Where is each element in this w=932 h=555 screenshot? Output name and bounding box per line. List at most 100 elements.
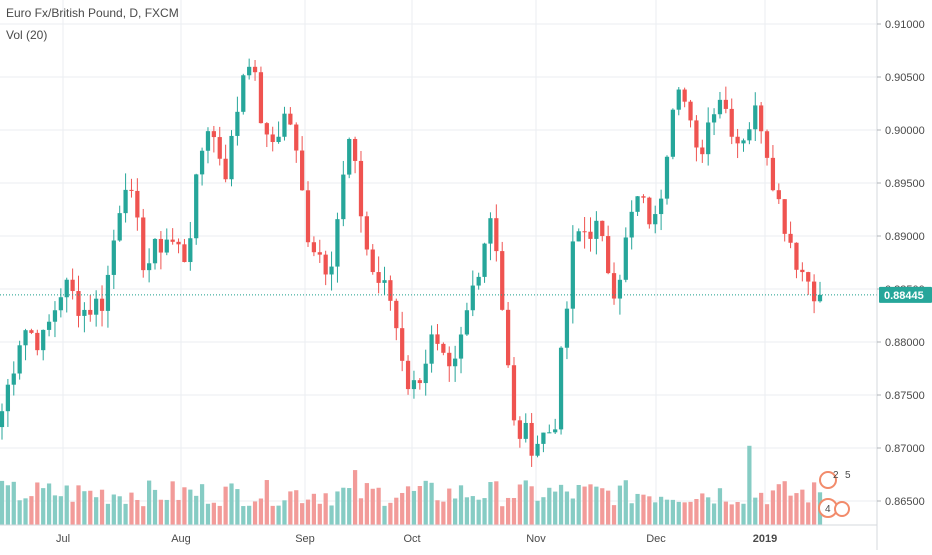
candle <box>711 108 717 136</box>
volume-bar <box>329 505 334 525</box>
candle-body <box>611 273 617 299</box>
candle <box>517 416 522 448</box>
candle-body <box>105 274 111 311</box>
candle <box>476 272 481 290</box>
candle <box>782 199 787 242</box>
candle-body <box>205 131 211 151</box>
candle <box>288 107 293 126</box>
candle <box>576 228 581 242</box>
candle <box>458 326 464 374</box>
candle-body <box>388 280 393 301</box>
candle-body <box>647 197 652 225</box>
candle <box>735 128 740 159</box>
volume-bar <box>323 493 328 525</box>
candle <box>588 217 593 252</box>
volume-bar <box>205 503 211 525</box>
candles <box>0 58 823 467</box>
candle-body <box>11 373 16 385</box>
candle <box>341 160 346 227</box>
candle-body <box>417 380 422 384</box>
candle <box>158 231 164 270</box>
volume-bar <box>635 493 640 525</box>
price-tag-label: 0.88445 <box>884 290 924 302</box>
volume-bar <box>441 501 446 525</box>
candle <box>5 378 11 427</box>
candle <box>511 357 517 426</box>
volume-bar <box>152 489 158 525</box>
volume-bar <box>676 501 681 525</box>
candle-body <box>217 137 222 159</box>
volume-bar <box>482 498 487 525</box>
candle <box>523 413 528 443</box>
candle <box>347 137 352 179</box>
volume-bar <box>29 496 34 525</box>
volume-bar <box>300 503 305 525</box>
volume-bar <box>400 492 405 525</box>
candle-body <box>70 279 75 292</box>
candle-body <box>729 108 734 137</box>
candle-body <box>199 150 205 175</box>
candle <box>282 106 287 141</box>
x-tick-label: Dec <box>646 533 666 545</box>
candle <box>647 196 652 229</box>
candle-body <box>241 75 246 112</box>
candle <box>717 91 723 119</box>
volume-bar <box>194 495 199 525</box>
volume-bar <box>647 496 652 525</box>
candle <box>76 275 81 328</box>
volume-bar <box>706 497 711 525</box>
candle <box>535 435 540 458</box>
candle <box>741 138 746 152</box>
candle <box>317 239 322 263</box>
volume-bar <box>423 480 428 525</box>
volume-bar <box>229 483 234 525</box>
candle <box>23 328 28 361</box>
candle <box>494 204 499 262</box>
event-count-2: 2 <box>833 470 839 481</box>
volume-bar <box>158 499 164 525</box>
candle <box>723 86 728 114</box>
volume-bar <box>623 480 628 525</box>
candle-body <box>88 309 93 315</box>
candle-body <box>735 136 740 144</box>
volume-bar <box>553 491 558 525</box>
volume-bar <box>729 504 734 525</box>
volume-bar <box>46 483 52 525</box>
candle <box>29 328 34 335</box>
volume-bar <box>617 485 623 525</box>
candle-body <box>753 105 758 130</box>
volume-bar <box>17 500 22 525</box>
candle-body <box>394 300 399 329</box>
candle <box>88 294 93 322</box>
candle-body <box>99 298 105 311</box>
volume-bar <box>517 484 522 525</box>
candle <box>52 301 58 338</box>
volume-bar <box>176 499 181 525</box>
volume-bar <box>82 491 87 525</box>
volume-bar <box>252 501 258 525</box>
event-count-4: 4 <box>825 504 831 515</box>
flag-icon <box>834 501 850 517</box>
candle-body <box>229 135 234 180</box>
candle-body <box>453 358 458 367</box>
candle-body <box>764 131 770 158</box>
candle-body <box>311 242 317 253</box>
volume-bar <box>35 482 40 525</box>
volume-bar <box>653 502 658 525</box>
volume-bar <box>800 489 805 525</box>
candle <box>817 281 823 303</box>
candle-body <box>717 99 723 115</box>
candle-body <box>152 238 158 264</box>
candle <box>670 108 675 160</box>
candle <box>129 178 134 198</box>
candle <box>258 66 264 124</box>
y-tick-label: 0.86500 <box>885 496 925 508</box>
volume-bar <box>764 504 770 525</box>
candle-body <box>423 363 428 384</box>
candle <box>188 221 193 271</box>
candle-body <box>135 190 140 218</box>
candle <box>582 216 587 249</box>
candle-body <box>806 272 811 282</box>
